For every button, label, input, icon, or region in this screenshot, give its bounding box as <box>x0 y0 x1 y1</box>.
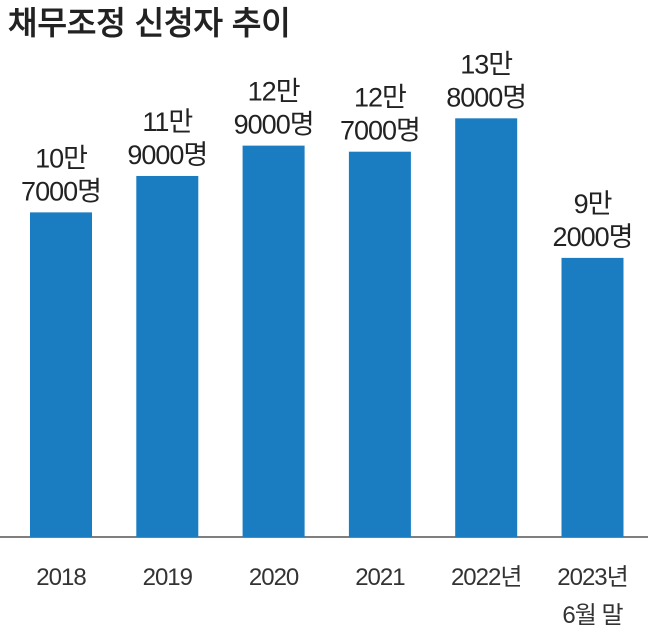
x-tick-label: 2023년 6월 말 <box>557 564 627 629</box>
bar <box>30 212 92 538</box>
value-label: 13만 8000명 <box>446 49 526 112</box>
x-tick-label: 2022년 <box>451 564 521 591</box>
bar <box>136 175 199 537</box>
value-label: 10만 7000명 <box>21 143 101 206</box>
x-tick-label: 2019 <box>143 564 193 591</box>
x-tick-label: 2018 <box>36 564 86 591</box>
value-label: 9만 2000명 <box>553 189 633 252</box>
bar <box>561 257 624 537</box>
bar <box>348 151 411 537</box>
bar <box>455 118 518 538</box>
chart-title: 채무조정 신청자 추이 <box>8 5 291 41</box>
x-tick-label: 2020 <box>249 564 299 591</box>
value-label: 11만 9000명 <box>127 107 207 170</box>
value-label: 12만 7000명 <box>340 83 420 146</box>
bar <box>242 145 305 537</box>
x-tick-label: 2021 <box>355 564 405 591</box>
value-label: 12만 9000명 <box>234 77 314 140</box>
